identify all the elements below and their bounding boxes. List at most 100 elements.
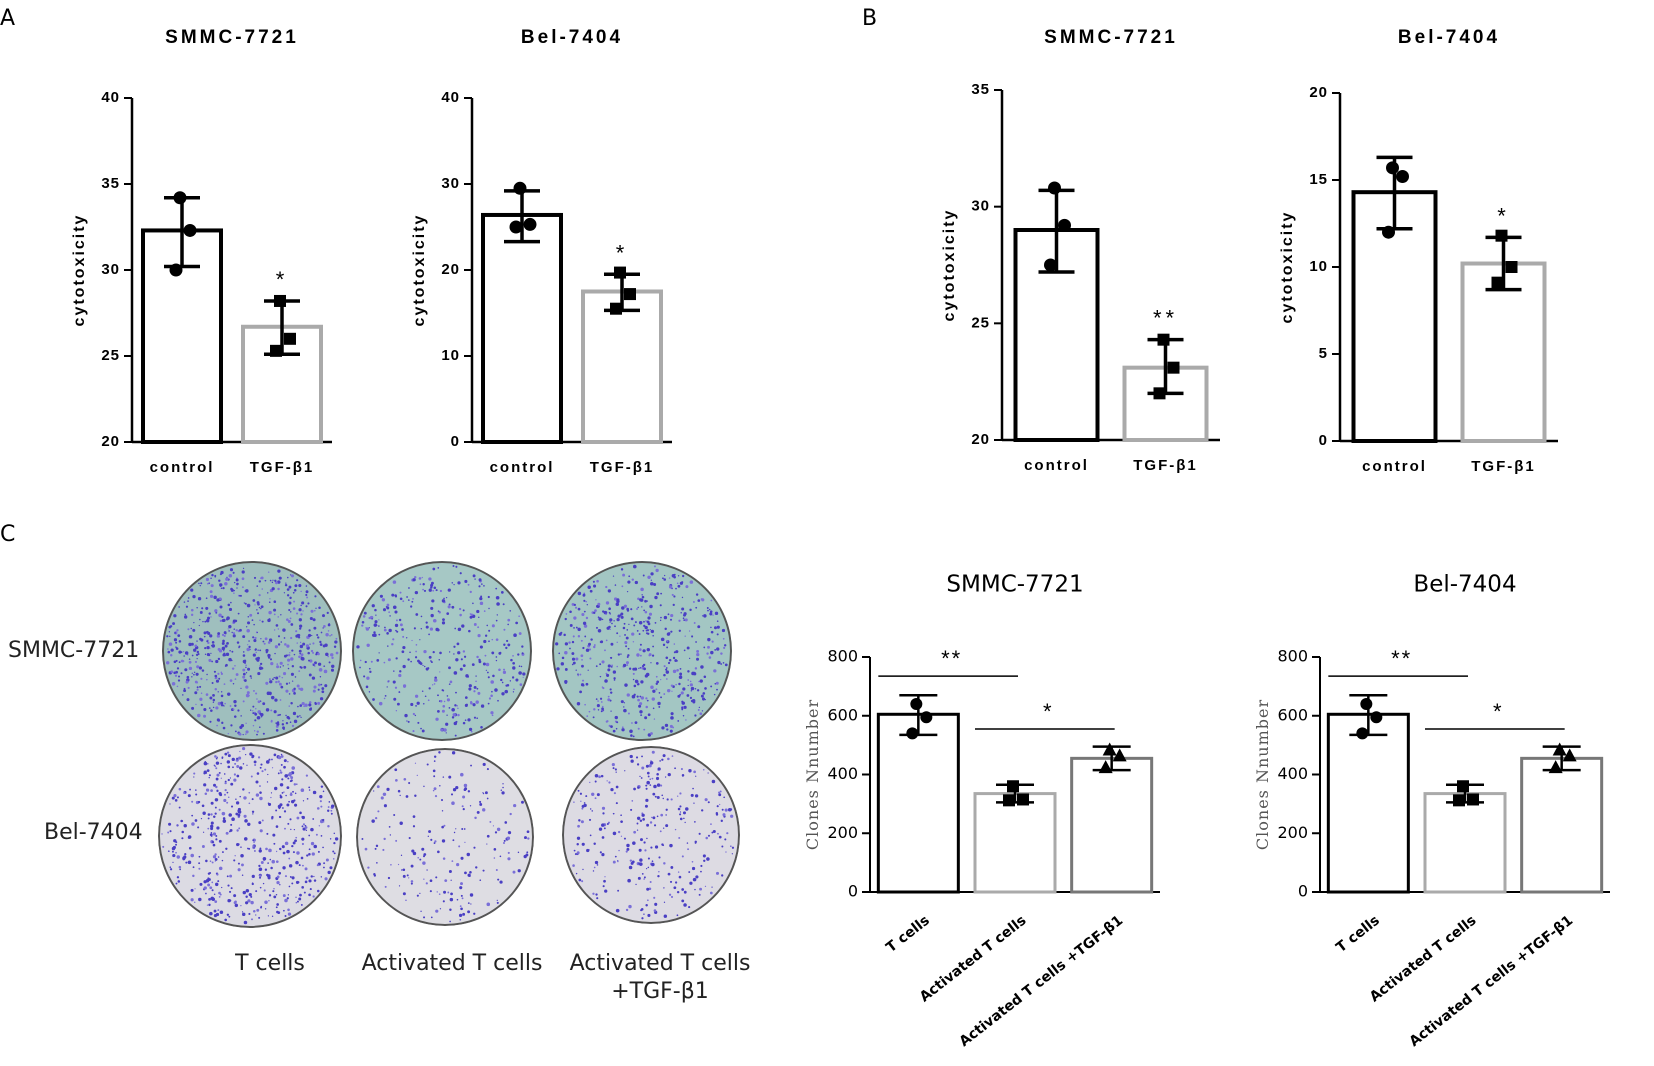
plate-row-label-bel7404: Bel-7404 <box>44 820 143 845</box>
y-tick-label: 10 <box>1309 258 1328 275</box>
y-tick-label: 20 <box>971 431 990 448</box>
plate-image <box>158 744 342 928</box>
data-point <box>920 711 933 724</box>
bar <box>581 289 663 444</box>
x-tick-label: T cells <box>1333 913 1382 956</box>
data-point <box>1396 170 1409 184</box>
chart-svg: Bel-7404 cytotoxicity 0 5 10 15 20 control * TGF-… <box>1279 27 1558 475</box>
x-tick-label: Activated T cells <box>917 913 1030 1006</box>
plate-bel7404-activated-tgf <box>562 746 740 924</box>
y-tick-label: 800 <box>1277 647 1308 666</box>
y-axis-label: Clones Nnumber <box>803 699 822 850</box>
chart-svg: SMMC-7721 Clones Nnumber 0 200 400 600 800 T ce… <box>803 572 1160 1050</box>
y-tick-label: 0 <box>1298 882 1308 901</box>
data-point <box>1562 748 1577 762</box>
plate-row-label-smmc7721: SMMC-7721 <box>8 638 140 663</box>
plate-smmc7721-activated-tgf <box>552 561 732 741</box>
data-point <box>1102 742 1117 756</box>
x-tick-label: Activated T cells <box>1367 913 1480 1006</box>
y-tick-label: 400 <box>1277 764 1308 783</box>
data-point <box>1048 181 1061 195</box>
data-point <box>1552 742 1567 756</box>
chart-c-bel7404: Bel-7404 Clones Nnumber 0 200 400 600 800 T cel… <box>1235 572 1615 1050</box>
y-tick-label: 600 <box>1277 705 1308 724</box>
data-point <box>284 332 296 345</box>
plate-image <box>552 561 732 741</box>
plate-image <box>356 748 534 926</box>
comparison-label: * <box>1043 699 1054 724</box>
plate-image <box>162 561 342 741</box>
data-point <box>1505 261 1518 273</box>
y-axis-label: Clones Nnumber <box>1253 699 1272 850</box>
panel-letter-c: C <box>0 522 16 547</box>
chart-a-bel7404: Bel-7404 cytotoxicity 0 10 20 30 40 control * TGF… <box>400 20 690 490</box>
plate-column-label-activated-tgf: Activated T cells +TGF-β1 <box>569 951 751 1004</box>
data-point <box>183 223 197 237</box>
data-point <box>173 191 187 205</box>
data-point <box>1044 258 1057 272</box>
x-tick-label: T cells <box>883 913 932 956</box>
chart-svg: SMMC-7721 cytotoxicity 20 25 30 35 control ** TG… <box>941 27 1220 474</box>
panel-letter-b: B <box>862 6 878 31</box>
x-tick-label: TGF-β1 <box>1133 457 1198 474</box>
y-tick-label: 0 <box>1319 432 1328 449</box>
plate-smmc7721-activated <box>352 561 532 741</box>
data-point <box>1098 760 1113 774</box>
y-tick-label: 25 <box>101 347 120 364</box>
plate-bel7404-t-cells <box>158 744 342 928</box>
data-point <box>1386 161 1399 175</box>
plate-image <box>352 561 532 741</box>
data-point <box>1453 794 1465 807</box>
x-tick-label: TGF-β1 <box>590 459 655 476</box>
y-tick-label: 800 <box>827 647 858 666</box>
data-point <box>1167 361 1180 374</box>
data-point <box>610 302 622 315</box>
y-tick-label: 30 <box>971 198 990 215</box>
y-axis-label: cytotoxicity <box>1279 211 1296 324</box>
x-tick-label: Activated T cells +TGF-β1 <box>1406 913 1576 1050</box>
data-point <box>1360 698 1373 710</box>
x-tick-label: control <box>150 459 215 476</box>
data-point <box>1548 760 1563 774</box>
y-tick-label: 0 <box>848 882 858 901</box>
bar <box>1520 756 1604 894</box>
data-point <box>1112 748 1127 762</box>
chart-c-smmc7721: SMMC-7721 Clones Nnumber 0 200 400 600 800 T ce… <box>785 572 1165 1050</box>
significance-marker: * <box>616 240 629 265</box>
comparison-label: * <box>1493 699 1504 724</box>
chart-title: SMMC-7721 <box>165 27 299 48</box>
x-tick-label: TGF-β1 <box>250 459 315 476</box>
y-tick-label: 20 <box>1309 84 1328 101</box>
chart-title: Bel-7404 <box>521 27 623 48</box>
chart-b-smmc7721: SMMC-7721 cytotoxicity 20 25 30 35 control ** TG… <box>925 20 1220 490</box>
data-point <box>523 217 537 231</box>
data-point <box>1157 333 1170 346</box>
y-tick-label: 40 <box>441 89 460 106</box>
chart-title: Bel-7404 <box>1413 572 1516 598</box>
significance-marker: * <box>276 267 289 292</box>
significance-marker: ** <box>1153 306 1178 331</box>
chart-b-bel7404: Bel-7404 cytotoxicity 0 5 10 15 20 control * TGF-… <box>1268 20 1558 490</box>
chart-title: SMMC-7721 <box>946 572 1083 598</box>
comparison-label: ** <box>941 646 962 671</box>
y-axis-label: cytotoxicity <box>941 209 958 322</box>
y-tick-label: 30 <box>441 175 460 192</box>
plate-image <box>562 746 740 924</box>
x-tick-label: Activated T cells +TGF-β1 <box>956 913 1126 1050</box>
bar <box>481 212 563 444</box>
significance-marker: * <box>1497 203 1510 228</box>
bar <box>1070 756 1154 894</box>
y-tick-label: 20 <box>441 261 460 278</box>
data-point <box>614 266 626 279</box>
data-point <box>1382 225 1395 239</box>
chart-a-smmc7721: SMMC-7721 cytotoxicity 20 25 30 35 40 control * T… <box>60 20 350 490</box>
bar <box>973 792 1057 894</box>
y-tick-label: 5 <box>1319 345 1328 362</box>
data-point <box>624 288 636 301</box>
data-point <box>1356 727 1369 740</box>
plate-column-label-t-cells: T cells <box>235 951 305 976</box>
y-tick-label: 0 <box>451 433 460 450</box>
y-tick-label: 35 <box>971 81 990 98</box>
y-axis-label: cytotoxicity <box>411 214 428 327</box>
data-point <box>1007 780 1019 793</box>
